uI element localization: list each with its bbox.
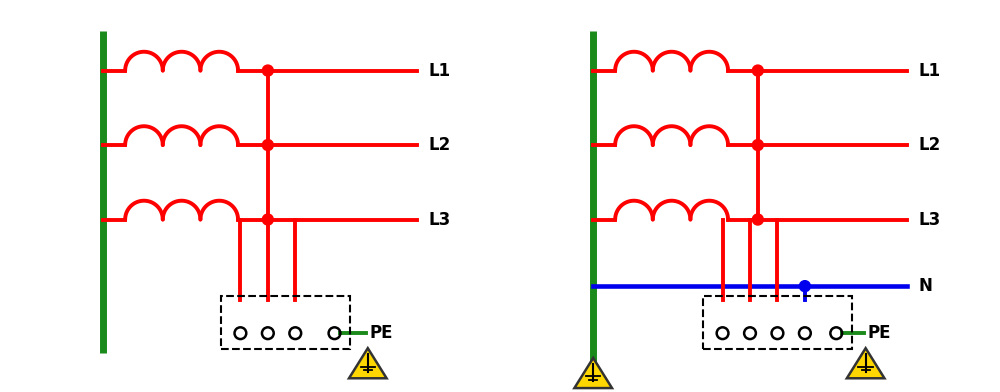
Circle shape xyxy=(262,140,273,151)
Circle shape xyxy=(262,65,273,76)
Circle shape xyxy=(752,140,763,151)
Text: N: N xyxy=(919,277,932,295)
Text: L1: L1 xyxy=(919,62,941,80)
Circle shape xyxy=(752,214,763,225)
Polygon shape xyxy=(847,348,884,378)
Text: L3: L3 xyxy=(429,211,451,229)
Text: L2: L2 xyxy=(919,136,941,154)
Text: PE: PE xyxy=(868,324,891,342)
Circle shape xyxy=(262,214,273,225)
Bar xyxy=(221,296,350,349)
Circle shape xyxy=(799,281,810,292)
Text: L2: L2 xyxy=(429,136,451,154)
Polygon shape xyxy=(574,358,612,388)
Text: L3: L3 xyxy=(919,211,941,229)
Circle shape xyxy=(752,65,763,76)
Polygon shape xyxy=(349,348,387,378)
Text: L1: L1 xyxy=(429,62,451,80)
Text: PE: PE xyxy=(370,324,393,342)
Bar xyxy=(703,296,852,349)
